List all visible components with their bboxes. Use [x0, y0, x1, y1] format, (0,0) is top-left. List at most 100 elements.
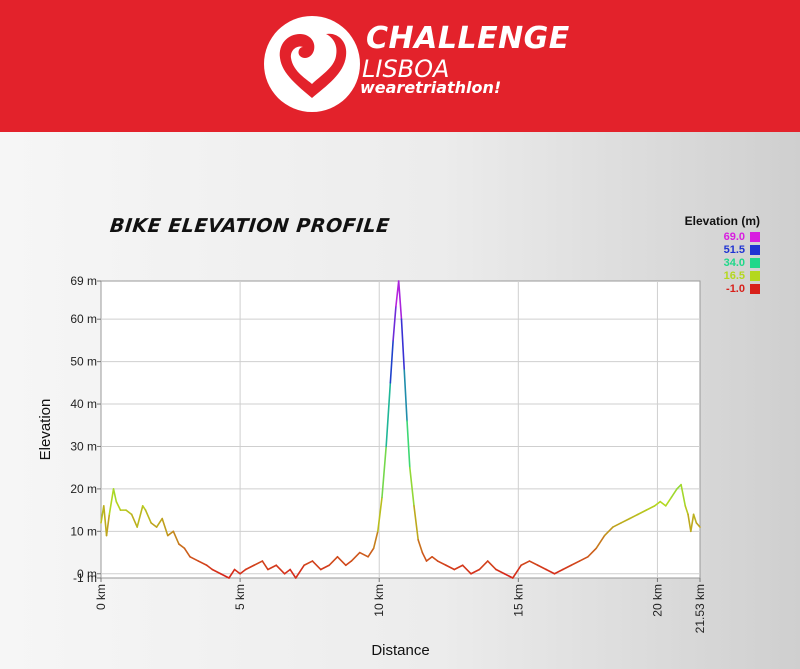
elevation-segment: [536, 564, 547, 571]
elevation-segment: [690, 513, 695, 533]
elevation-segment: [112, 488, 118, 503]
elevation-segment: [336, 555, 347, 567]
plot-area: [100, 280, 701, 579]
elevation-segment: [233, 568, 241, 575]
legend-entry: 69.0: [660, 230, 766, 243]
elevation-segment: [372, 530, 379, 550]
x-tick-label: 21.53 km: [693, 584, 707, 633]
elevation-segment: [303, 560, 314, 567]
brand-slogan: wearetriathlon!: [360, 78, 502, 97]
elevation-segment: [486, 560, 497, 571]
elevation-segment: [528, 560, 539, 567]
elevation-segment: [478, 560, 489, 571]
elevation-segment: [294, 564, 305, 579]
legend-swatch: [750, 244, 760, 255]
brand-name: CHALLENGE: [366, 21, 570, 56]
elevation-segment: [150, 522, 158, 528]
elevation-segment: [253, 560, 264, 567]
elevation-segment: [397, 280, 403, 320]
elevation-segment: [578, 555, 589, 562]
elevation-segment: [197, 560, 208, 567]
elevation-segment: [219, 572, 230, 579]
elevation-segment: [141, 505, 147, 511]
x-tick-label: 10 km: [372, 584, 386, 617]
elevation-segment: [595, 534, 606, 550]
elevation-segment: [653, 500, 662, 507]
elevation-segment: [436, 560, 447, 567]
elevation-segment: [211, 568, 222, 575]
x-tick-label: 20 km: [650, 584, 664, 617]
y-tick-label: 60 m: [70, 312, 97, 326]
elevation-segment: [612, 522, 623, 528]
elevation-segment: [166, 530, 175, 537]
elevation-segment: [389, 339, 394, 384]
elevation-segment: [367, 547, 375, 558]
y-tick-label: 20 m: [70, 482, 97, 496]
elevation-segment: [587, 547, 598, 558]
elevation-segment: [125, 509, 133, 516]
elevation-segment: [385, 382, 392, 448]
legend-value: 16.5: [723, 269, 745, 282]
elevation-segment: [511, 564, 522, 579]
elevation-segment: [403, 369, 408, 422]
legend-swatch: [750, 257, 760, 268]
elevation-segment: [570, 560, 581, 567]
brand-city: LISBOA: [362, 55, 450, 83]
elevation-segment: [670, 488, 678, 499]
elevation-segment: [178, 543, 186, 550]
elevation-segment: [553, 568, 564, 575]
y-tick-label: 30 m: [70, 439, 97, 453]
elevation-segment: [115, 500, 122, 511]
elevation-segment: [692, 513, 698, 524]
y-axis-title: Elevation: [37, 399, 54, 461]
elevation-segment: [328, 555, 339, 567]
elevation-segment: [345, 560, 353, 567]
header-banner: CHALLENGE LISBOA wearetriathlon!: [0, 0, 800, 132]
elevation-segment: [161, 517, 169, 537]
elevation-segment: [267, 564, 278, 571]
elevation-segment: [425, 555, 433, 562]
y-tick-label: 50 m: [70, 355, 97, 369]
legend-swatch: [750, 283, 760, 294]
elevation-segment: [381, 445, 387, 499]
elevation-segment: [431, 555, 439, 562]
elevation-segment: [205, 564, 214, 571]
x-tick-label: 15 km: [511, 584, 525, 617]
y-tick-label: 0 m: [77, 567, 97, 581]
elevation-segment: [261, 560, 269, 571]
legend-swatch: [750, 231, 760, 242]
elevation-segment: [659, 500, 667, 507]
legend-swatch: [750, 270, 760, 281]
elevation-segment: [520, 560, 531, 567]
elevation-segment: [695, 522, 701, 528]
elevation-segment: [461, 564, 472, 575]
legend-value: 51.5: [723, 243, 745, 256]
elevation-segment: [400, 318, 406, 371]
legend-value: -1.0: [726, 282, 745, 295]
elevation-segment: [130, 513, 138, 528]
elevation-segment: [136, 505, 144, 528]
elevation-segment: [417, 539, 424, 554]
legend-entry: 16.5: [660, 269, 766, 282]
legend-value: 69.0: [723, 230, 745, 243]
elevation-segment: [172, 530, 180, 545]
elevation-segment: [628, 513, 639, 520]
elevation-segment: [377, 496, 383, 533]
elevation-segment: [228, 568, 236, 579]
y-tick-label: 69 m: [70, 274, 97, 288]
elevation-segment: [409, 466, 415, 507]
elevation-segment: [445, 564, 456, 571]
elevation-segment: [283, 568, 291, 575]
elevation-segment: [687, 513, 692, 533]
elevation-segment: [562, 564, 572, 571]
elevation-segment: [620, 517, 631, 524]
elevation-segment: [676, 483, 682, 490]
y-tick-label: 40 m: [70, 397, 97, 411]
legend-entry: -1.0: [660, 282, 766, 295]
elevation-segment: [189, 555, 200, 562]
elevation-segment: [680, 483, 687, 507]
elevation-segment: [421, 551, 428, 562]
elevation-segment: [406, 420, 411, 469]
y-tick-label: -1 m: [73, 571, 97, 585]
